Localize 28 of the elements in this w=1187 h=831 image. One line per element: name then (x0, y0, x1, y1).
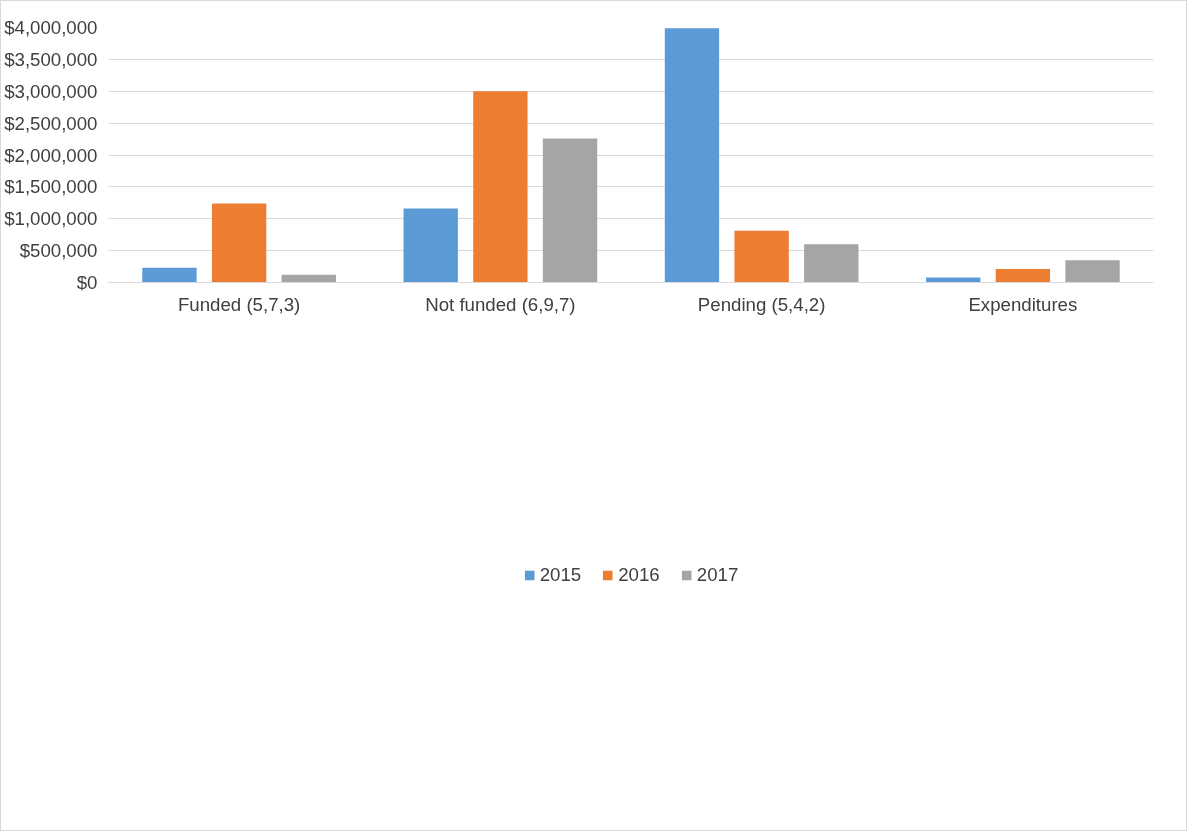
legend-label: 2015 (539, 564, 582, 586)
x-tick-label: Pending (5,4,2) (697, 293, 826, 315)
bar (926, 277, 981, 283)
y-tick-label: $1,000,000 (4, 208, 98, 230)
y-tick-label: $4,000,000 (4, 17, 98, 38)
y-tick-label: $500,000 (19, 240, 98, 262)
bar (211, 203, 267, 283)
bar (142, 267, 197, 283)
legend-label: 2016 (618, 564, 660, 586)
y-tick-label: $3,500,000 (4, 48, 98, 70)
y-tick-label: $2,000,000 (4, 144, 98, 166)
bar (403, 208, 458, 283)
x-tick-label: Not funded (6,9,7) (425, 293, 576, 315)
bar (542, 138, 598, 283)
legend-label: 2017 (696, 564, 739, 586)
y-tick-label: $1,500,000 (4, 176, 98, 198)
y-tick-label: $3,000,000 (4, 80, 98, 102)
bar (281, 274, 336, 283)
bar (734, 230, 789, 283)
y-tick-label: $2,500,000 (4, 112, 98, 134)
y-tick-label: $0 (76, 272, 98, 293)
x-tick-label: Funded (5,7,3) (177, 293, 301, 315)
bar (995, 269, 1051, 283)
bar (804, 244, 859, 283)
bar (1065, 260, 1120, 283)
bar (664, 28, 720, 283)
x-tick-label: Expenditures (968, 293, 1078, 315)
bar (473, 91, 528, 283)
